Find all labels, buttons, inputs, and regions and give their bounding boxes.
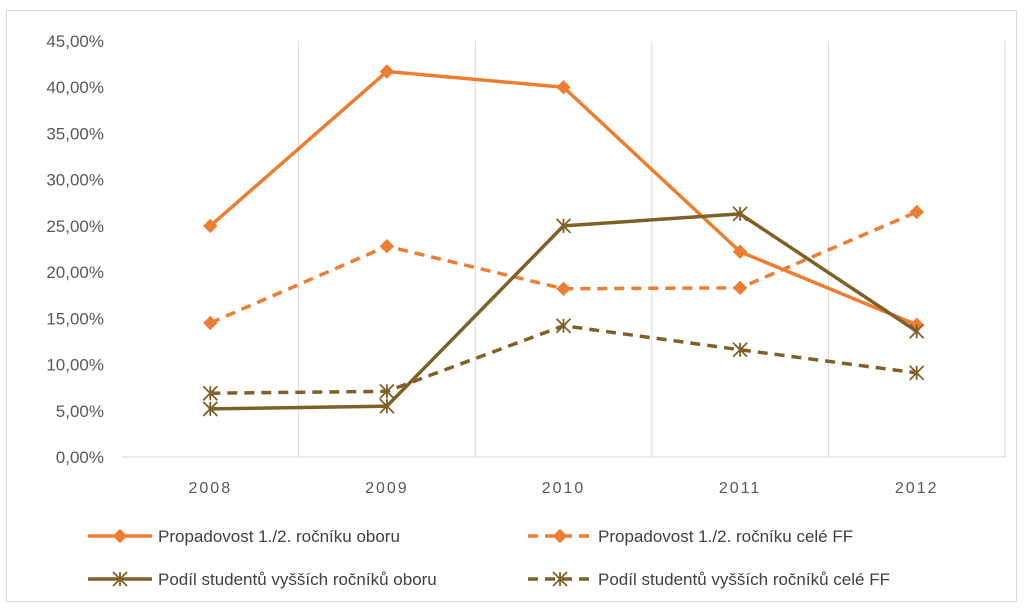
data-point <box>202 385 218 401</box>
legend-label: Podíl studentů vyšších ročníků celé FF <box>598 570 890 589</box>
y-tick-label: 35,00% <box>46 124 104 143</box>
y-tick-label: 40,00% <box>46 78 104 97</box>
x-tick-label: 2008 <box>189 480 233 497</box>
series-2 <box>202 206 925 417</box>
data-point <box>202 401 218 417</box>
chart-frame <box>6 10 1017 602</box>
data-point <box>909 204 924 220</box>
legend-label: Propadovost 1./2. ročníku celé FF <box>598 527 853 546</box>
legend-swatch-marker <box>552 571 568 587</box>
data-point <box>732 244 748 259</box>
legend-swatch-marker <box>112 571 128 587</box>
data-point <box>732 342 748 358</box>
data-point <box>379 239 395 254</box>
y-tick-label: 20,00% <box>46 263 104 282</box>
x-tick-label: 2009 <box>365 480 409 497</box>
data-point <box>909 323 925 339</box>
y-tick-label: 5,00% <box>56 402 104 421</box>
legend-item-3: Podíl studentů vyšších ročníků celé FF <box>528 570 890 589</box>
y-tick-label: 0,00% <box>56 448 104 467</box>
data-point <box>909 365 925 381</box>
data-point <box>732 206 748 222</box>
x-tick-label: 2012 <box>895 480 939 497</box>
y-tick-label: 30,00% <box>46 171 104 190</box>
data-point <box>379 398 395 414</box>
data-point <box>556 80 571 95</box>
legend-label: Podíl studentů vyšších ročníků oboru <box>158 570 437 589</box>
y-tick-label: 45,00% <box>46 32 104 51</box>
series-line <box>208 212 919 411</box>
data-point <box>203 315 218 331</box>
legend-swatch-marker <box>112 528 128 544</box>
series-1 <box>203 204 924 331</box>
series-layer <box>202 64 925 417</box>
data-point <box>732 280 748 296</box>
axis-layer: 0,00% 5,00% 10,00% 15,00% 20,00% 25,00% 30,00%… <box>46 32 1005 497</box>
data-point <box>556 281 571 296</box>
data-point <box>379 64 395 79</box>
data-point <box>203 218 218 234</box>
legend-label: Propadovost 1./2. ročníku oboru <box>158 527 400 546</box>
legend: Propadovost 1./2. ročníku oboru Propadovo… <box>88 527 890 589</box>
series-line <box>210 323 917 395</box>
legend-swatch-marker <box>552 528 568 544</box>
y-tick-label: 10,00% <box>46 356 104 375</box>
data-point <box>555 218 572 234</box>
x-tick-label: 2010 <box>542 480 586 497</box>
legend-item-2: Podíl studentů vyšších ročníků oboru <box>88 570 437 589</box>
y-tick-label: 15,00% <box>46 309 104 328</box>
x-tick-label: 2011 <box>719 480 761 497</box>
data-point <box>379 383 395 400</box>
grid-layer <box>298 41 1006 457</box>
series-3 <box>202 318 925 401</box>
legend-item-0: Propadovost 1./2. ročníku oboru <box>88 527 400 546</box>
data-point <box>555 318 572 334</box>
y-tick-label: 25,00% <box>46 217 104 236</box>
legend-item-1: Propadovost 1./2. ročníku celé FF <box>528 527 853 546</box>
